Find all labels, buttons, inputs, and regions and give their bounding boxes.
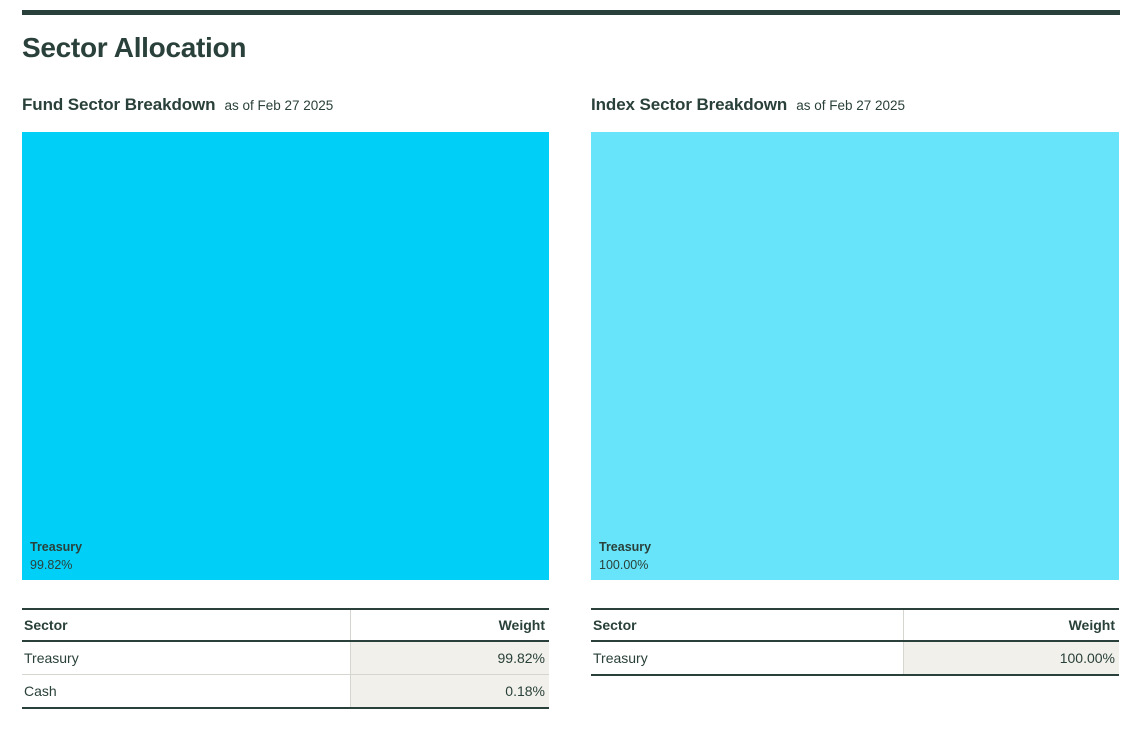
table-row: Cash 0.18% xyxy=(22,673,549,708)
fund-table-header-weight: Weight xyxy=(350,608,549,642)
sector-cell: Treasury xyxy=(593,649,648,666)
fund-sector-table: Sector Weight Treasury 99.82% Cash 0.18% xyxy=(22,607,549,709)
index-treemap-segment-treasury[interactable]: Treasury 100.00% xyxy=(591,131,1119,580)
index-treemap-segment-value: 100.00% xyxy=(599,558,649,573)
index-panel-heading: Index Sector Breakdown xyxy=(591,95,788,114)
index-sector-table: Sector Weight Treasury 100.00% xyxy=(591,607,1119,676)
index-treemap-label: Treasury 100.00% xyxy=(599,540,651,573)
weight-cell: 0.18% xyxy=(350,673,549,708)
sector-cell: Cash xyxy=(22,673,351,708)
table-row: Treasury 99.82% xyxy=(22,640,549,675)
fund-panel-header: Fund Sector Breakdown as of Feb 27 2025 xyxy=(22,95,549,115)
index-table-header-row: Sector Weight xyxy=(591,608,1119,642)
breakdown-panels: Fund Sector Breakdown as of Feb 27 2025 … xyxy=(22,95,1120,709)
sector-allocation-page: Sector Allocation Fund Sector Breakdown … xyxy=(22,10,1120,709)
fund-treemap-segment-value: 99.82% xyxy=(30,558,73,573)
index-sector-panel: Index Sector Breakdown as of Feb 27 2025… xyxy=(591,95,1119,709)
index-table-header-weight: Weight xyxy=(902,608,1119,642)
fund-treemap-label: Treasury 99.82% xyxy=(30,540,82,573)
fund-treemap-segment-treasury[interactable]: Treasury 99.82% xyxy=(22,131,549,580)
index-table-header-sector: Sector xyxy=(591,608,904,642)
fund-treemap-segment-name: Treasury xyxy=(30,539,83,554)
index-treemap-segment-name: Treasury xyxy=(599,539,652,554)
weight-cell: 99.82% xyxy=(350,640,549,675)
top-divider-rule xyxy=(22,10,1120,15)
fund-sector-panel: Fund Sector Breakdown as of Feb 27 2025 … xyxy=(22,95,549,709)
fund-panel-heading: Fund Sector Breakdown xyxy=(22,95,216,114)
table-row: Treasury 100.00% xyxy=(591,640,1119,675)
index-panel-header: Index Sector Breakdown as of Feb 27 2025 xyxy=(591,95,1119,115)
fund-table-header-sector: Sector xyxy=(22,608,351,642)
fund-table-header-row: Sector Weight xyxy=(22,608,549,642)
weight-cell: 100.00% xyxy=(902,640,1119,675)
page-title: Sector Allocation xyxy=(22,32,247,63)
fund-as-of-date: as of Feb 27 2025 xyxy=(224,98,334,113)
index-as-of-date: as of Feb 27 2025 xyxy=(796,98,906,113)
sector-cell: Treasury xyxy=(24,649,79,666)
